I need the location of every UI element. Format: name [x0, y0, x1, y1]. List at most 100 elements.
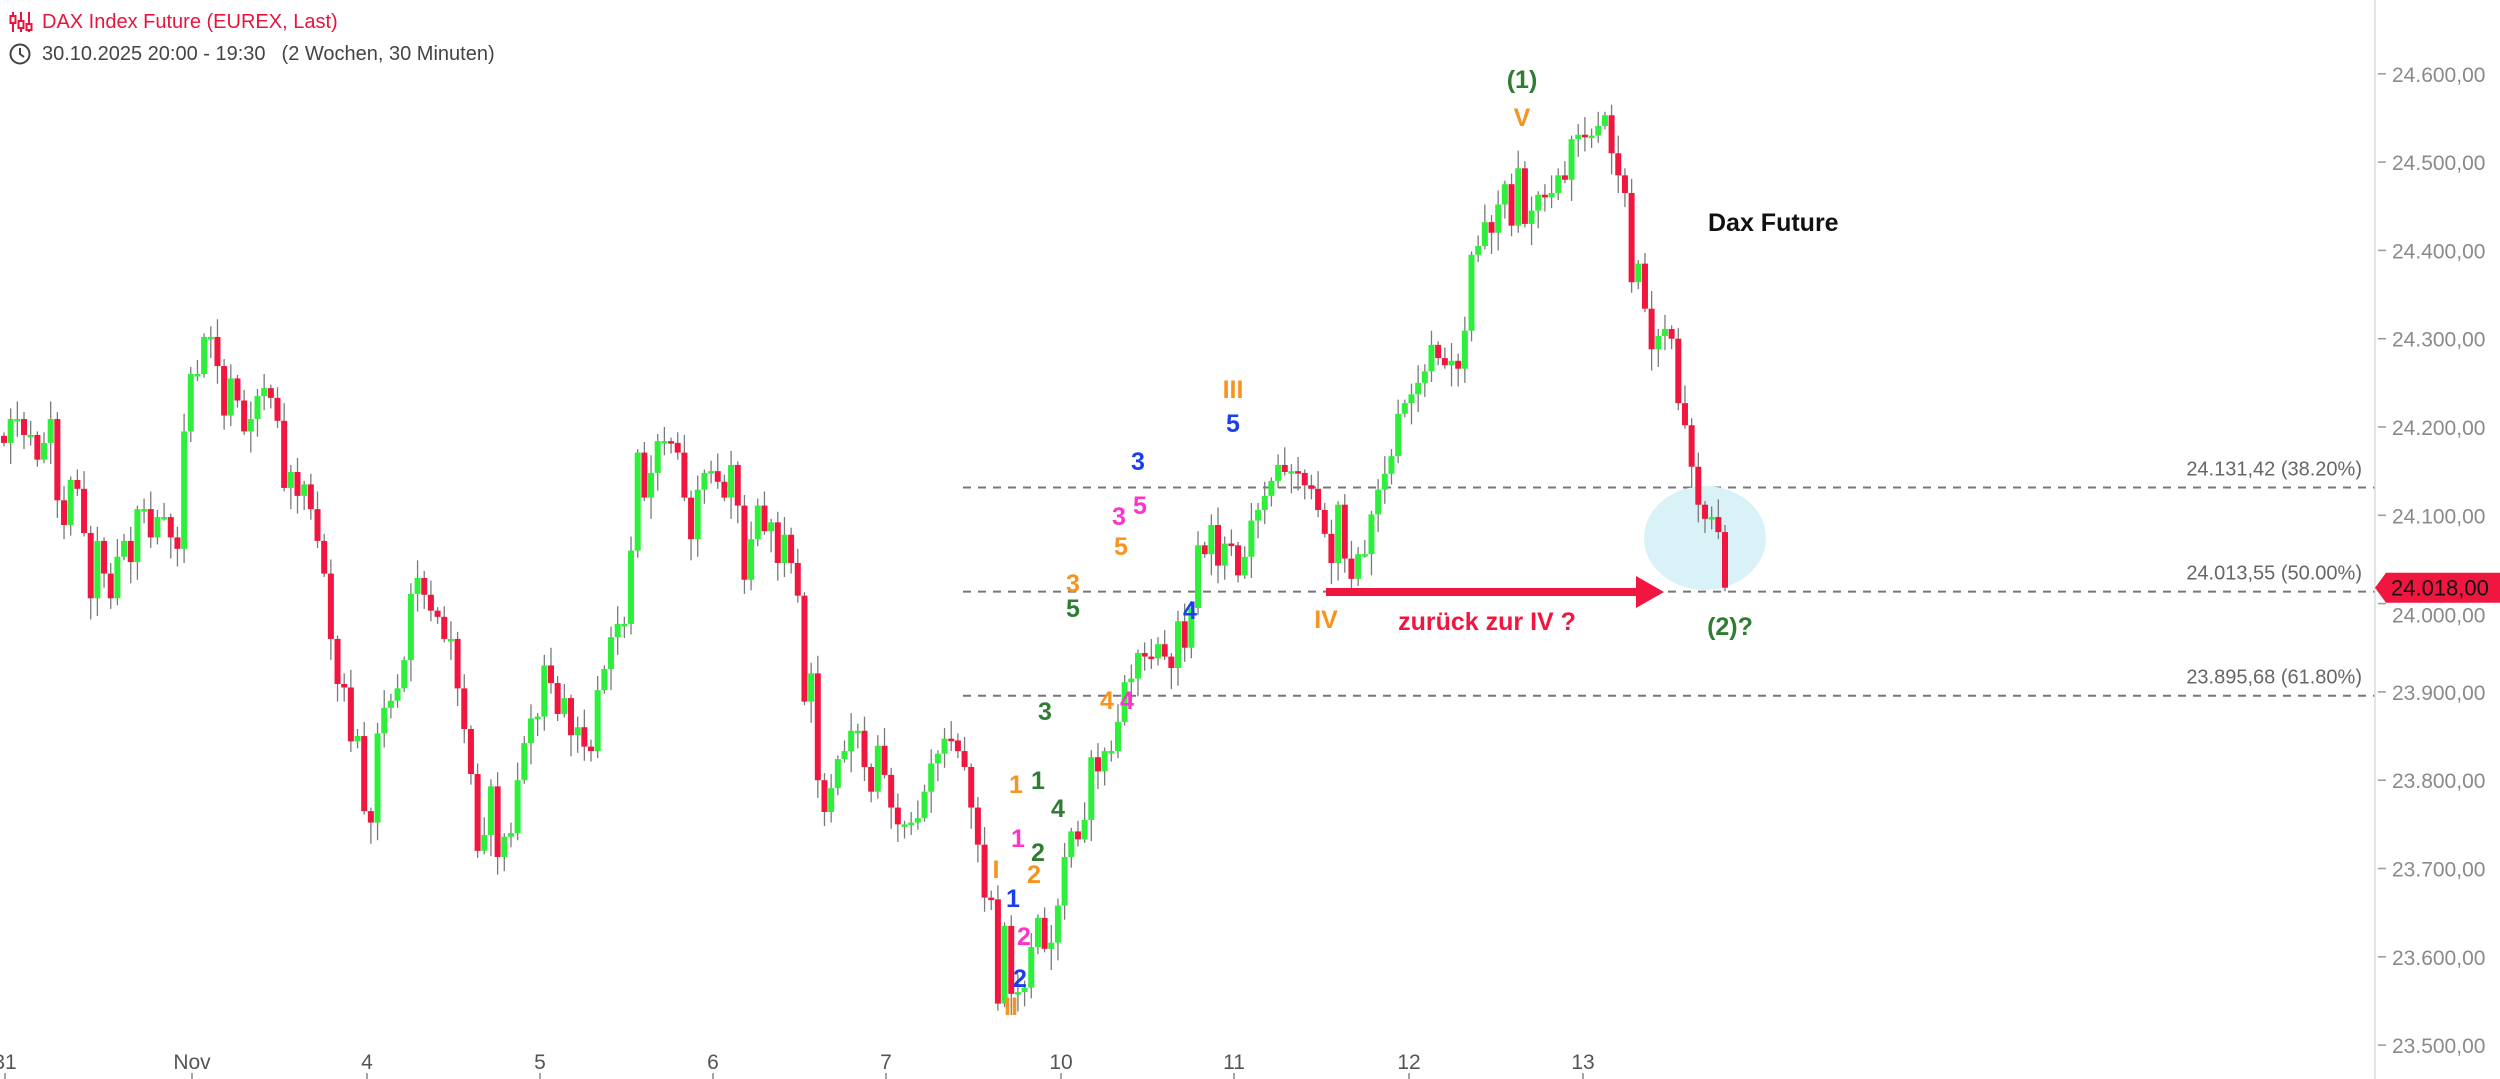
candle-body [1701, 504, 1708, 519]
candle-body [141, 509, 148, 512]
candle-body [881, 745, 888, 775]
candle-body [207, 336, 214, 340]
candle-body [1341, 504, 1348, 559]
candle-body [67, 479, 74, 526]
candle-body [501, 836, 508, 858]
candle-body [14, 419, 21, 422]
instrument-title-row[interactable]: DAX Index Future (EUREX, Last) [8, 10, 338, 34]
candle-body [1448, 360, 1455, 366]
candle-body [121, 540, 128, 557]
instrument-title[interactable]: DAX Index Future (EUREX, Last) [42, 10, 338, 33]
candle-body [241, 400, 248, 432]
candle-body [287, 472, 294, 488]
candle-body [728, 464, 735, 498]
candle-body [1321, 510, 1328, 534]
candle-body [681, 452, 688, 498]
candle-body [1201, 545, 1208, 555]
candle-body [1501, 184, 1508, 205]
candle-body [834, 759, 841, 789]
candle-body [934, 753, 941, 764]
candle-body [1515, 168, 1522, 226]
wave-label: V [1514, 104, 1531, 132]
candle-body [181, 431, 188, 549]
candle-body [814, 673, 821, 781]
candle-body [761, 505, 768, 532]
y-tick-label: 24.200,00 [2392, 417, 2485, 440]
candle-body [941, 738, 948, 754]
y-tick-label: 23.700,00 [2392, 859, 2485, 882]
candle-body [1261, 495, 1268, 511]
candle-body [247, 419, 254, 432]
time-range-row[interactable]: 30.10.2025 20:00 - 19:30 (2 Wochen, 30 M… [8, 42, 495, 66]
candle-body [1101, 751, 1108, 772]
candle-body [701, 472, 708, 490]
candle-body [954, 740, 961, 752]
candle-body [87, 532, 94, 599]
candle-body [201, 336, 208, 375]
candle-body [1468, 254, 1475, 331]
candle-body [574, 727, 581, 736]
y-tick-label: 23.500,00 [2392, 1035, 2485, 1058]
candle-body [487, 786, 494, 835]
candle-body [1661, 328, 1668, 337]
candle-body [441, 616, 448, 639]
candle-body [1595, 125, 1602, 136]
candle-body [754, 505, 761, 540]
y-tick-label: 24.500,00 [2392, 152, 2485, 175]
wave-label: 3 [1131, 448, 1145, 476]
y-tick-label: 24.600,00 [2392, 64, 2485, 87]
candle-body [894, 807, 901, 825]
candle-body [1475, 245, 1482, 255]
candle-body [1441, 358, 1448, 366]
candle-body [1228, 543, 1235, 547]
candle-body [81, 488, 88, 533]
candle-body [1088, 757, 1095, 820]
candle-body [748, 539, 755, 580]
candle-body [1048, 942, 1055, 949]
candle-body [367, 811, 374, 823]
candle-body [1628, 193, 1635, 283]
candle-body [641, 452, 648, 498]
candle-body [688, 497, 695, 540]
candle-body [1255, 510, 1262, 521]
wave-label: 5 [1114, 533, 1128, 561]
x-tick-label: 11 [1223, 1051, 1245, 1074]
candle-body [1248, 520, 1255, 557]
candle-body [1281, 464, 1288, 473]
candle-body [407, 593, 414, 661]
candle-body [1455, 360, 1462, 369]
candle-body [347, 687, 354, 742]
candle-body [621, 623, 628, 627]
candle-body [1388, 456, 1395, 474]
candle-body [414, 577, 421, 594]
wave-label: 5 [1066, 595, 1080, 623]
candle-body [1535, 194, 1542, 211]
candle-body [1235, 545, 1242, 576]
candle-body [1381, 473, 1388, 490]
candle-body [401, 660, 408, 689]
candle-body [654, 441, 661, 473]
candle-body [61, 500, 68, 526]
wave-label: IV [1314, 606, 1338, 634]
candle-body [874, 745, 881, 792]
candles [1, 104, 1728, 1016]
wave-label: 4 [1100, 687, 1114, 715]
candle-body [1588, 135, 1595, 139]
candle-body [1008, 925, 1015, 994]
candle-body [1401, 403, 1408, 414]
candle-body [594, 690, 601, 752]
candlestick-settings-icon[interactable] [8, 10, 34, 34]
wave-label: 4 [1051, 795, 1065, 823]
candle-body [1508, 184, 1515, 226]
candle-body [1215, 525, 1222, 566]
candle-body [661, 441, 668, 444]
wave-label: 2 [1013, 965, 1027, 993]
candle-body [1428, 344, 1435, 372]
date-range: 30.10.2025 20:00 - 19:30 [42, 42, 266, 65]
wave-label: II [1004, 993, 1018, 1021]
candle-body [928, 763, 935, 792]
candle-body [514, 780, 521, 834]
candle-body [234, 378, 241, 401]
candle-body [774, 522, 781, 563]
